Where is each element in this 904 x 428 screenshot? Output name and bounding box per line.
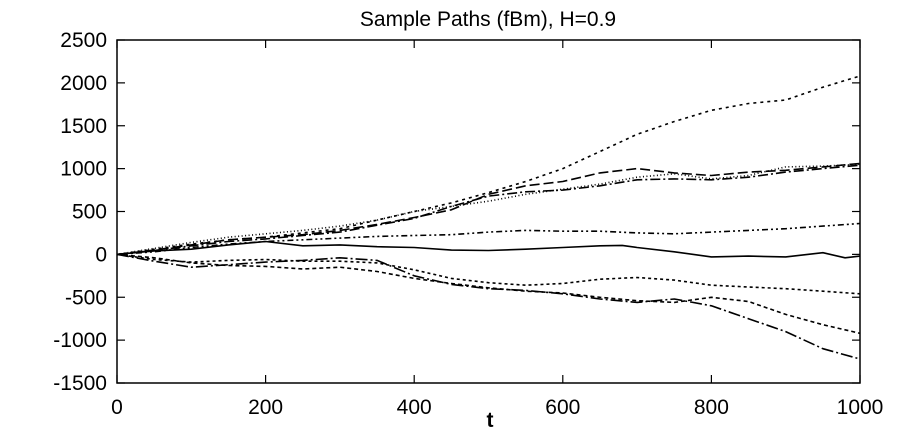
y-tick-label: -1500: [53, 372, 107, 395]
y-tick-label: -1000: [53, 329, 107, 352]
x-tick-label: 0: [111, 396, 123, 419]
y-tick-label: -500: [65, 286, 107, 309]
x-tick-label: 600: [545, 396, 580, 419]
series-line-5: [116, 164, 861, 256]
y-tick-label: 2000: [60, 72, 107, 95]
series-group: [116, 75, 861, 360]
x-axis: 0 200 400 600 800 1000: [111, 40, 883, 419]
y-tick-label: 1500: [60, 115, 107, 138]
x-tick-label: 1000: [837, 396, 884, 419]
x-tick-label: 200: [248, 396, 283, 419]
series-line-8: [116, 253, 861, 335]
x-tick-label: 800: [694, 396, 729, 419]
y-tick-label: 2500: [60, 29, 107, 52]
series-line-6: [116, 222, 861, 256]
series-line-9: [116, 253, 861, 360]
series-line-1: [116, 240, 861, 259]
series-line-2: [116, 75, 861, 256]
y-tick-label: 0: [95, 243, 107, 266]
y-tick-label: 1000: [60, 158, 107, 181]
y-tick-label: 500: [72, 201, 107, 224]
plot-frame: [116, 39, 861, 384]
x-axis-label: t: [487, 409, 494, 428]
chart-title: Sample Paths (fBm), H=0.9: [360, 8, 616, 31]
y-axis: 2500 2000 1500 1000 500 0 -500 -1000 -1500: [53, 29, 860, 395]
series-line-7: [116, 253, 861, 295]
x-tick-label: 400: [397, 396, 432, 419]
